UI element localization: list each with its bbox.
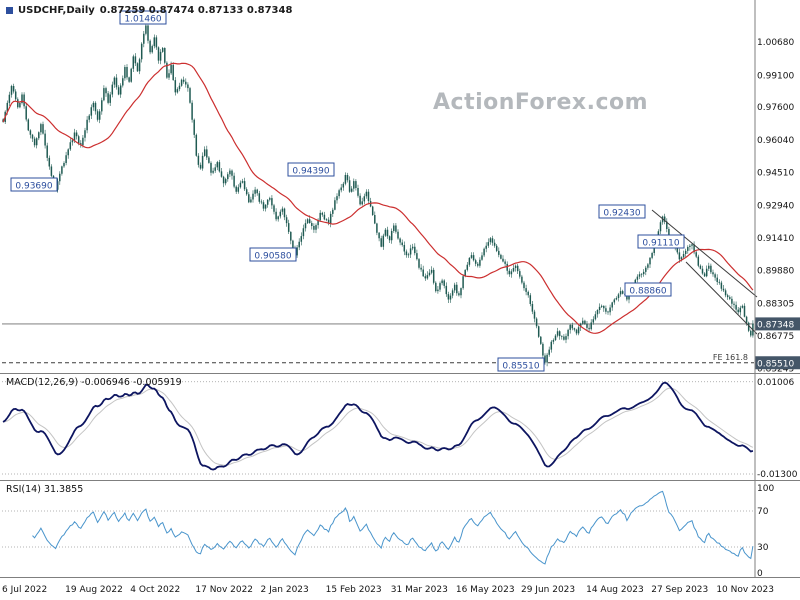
y-axis-tick-label: 0.96040 <box>757 136 794 146</box>
price-annotation-box <box>497 357 545 372</box>
date-label: 17 Nov 2022 <box>195 585 253 595</box>
macd-signal-line <box>3 387 754 466</box>
price-annotation-text: 1.01460 <box>124 15 161 25</box>
macd-main-line <box>2 381 754 471</box>
axis-price-tag-text: 0.85510 <box>757 359 794 369</box>
ohlc-values: 0.87259 0.87474 0.87133 0.87348 <box>99 5 293 16</box>
y-axis-tick-label: 1.00680 <box>757 38 794 48</box>
y-axis-tick-label: 0.97600 <box>757 103 794 113</box>
rsi-indicator-label: RSI(14) 31.3855 <box>6 484 84 495</box>
y-axis-tick-label: 0.94510 <box>757 168 794 178</box>
y-axis-tick-label: 0.92940 <box>757 202 794 212</box>
price-annotation-text: 0.90580 <box>254 252 291 262</box>
date-label: 10 Nov 2023 <box>716 585 774 595</box>
y-axis-tick-label: 0.89880 <box>757 266 794 276</box>
watermark-text: ActionForex.com <box>433 90 649 115</box>
macd-axis-label: 0.01006 <box>757 378 794 388</box>
y-axis-tick-label: 0.85245 <box>757 364 794 374</box>
price-annotation-text: 0.93690 <box>15 182 52 192</box>
macd-axis-label: -0.01300 <box>757 470 798 480</box>
y-axis-tick-label: 0.91410 <box>757 234 794 244</box>
date-label: 16 May 2023 <box>456 585 515 595</box>
rsi-axis-label: 30 <box>757 543 769 553</box>
price-annotation-text: 0.91110 <box>642 239 679 249</box>
price-annotation-text: 0.85510 <box>502 362 539 372</box>
macd-indicator-label: MACD(12,26,9) -0.006946 -0.005919 <box>6 377 182 388</box>
rsi-line <box>32 490 754 565</box>
symbol-timeframe-label: USDCHF,Daily <box>18 5 95 16</box>
moving-average-line <box>2 62 754 334</box>
chart-symbol-icon <box>6 7 13 14</box>
date-label: 27 Sep 2023 <box>651 585 708 595</box>
price-annotation-box <box>119 10 167 25</box>
date-label: 4 Oct 2022 <box>130 585 180 595</box>
date-label: 29 Jun 2023 <box>521 585 575 595</box>
y-axis-tick-label: 0.99100 <box>757 71 794 81</box>
price-annotation-box <box>287 162 335 177</box>
trendline-1 <box>651 209 758 298</box>
date-label: 19 Aug 2022 <box>65 585 123 595</box>
y-axis-tick-label: 0.88305 <box>757 300 794 310</box>
date-label: 15 Feb 2023 <box>326 585 382 595</box>
rsi-axis-label: 100 <box>757 484 774 494</box>
date-label: 14 Aug 2023 <box>586 585 644 595</box>
chart-header: USDCHF,Daily 0.87259 0.87474 0.87133 0.8… <box>6 5 292 16</box>
candle-bodies <box>2 25 754 363</box>
rsi-axis-label: 70 <box>757 507 769 517</box>
price-annotation-box <box>598 204 646 219</box>
price-annotation-box <box>637 234 685 249</box>
fib-label-text: FE 161.8 <box>713 353 748 362</box>
date-label: 2 Jan 2023 <box>261 585 309 595</box>
trendline-2 <box>685 261 758 335</box>
axis-price-tag-text: 0.87348 <box>757 320 794 330</box>
axis-price-tag <box>755 317 800 331</box>
y-axis-tick-label: 0.86775 <box>757 332 794 342</box>
rsi-axis-label: 0 <box>757 569 763 579</box>
date-label: 31 Mar 2023 <box>391 585 448 595</box>
date-label: 6 Jul 2022 <box>2 585 47 595</box>
candle-wicks <box>2 22 754 367</box>
axis-price-tag <box>755 356 800 370</box>
price-annotation-box <box>10 177 58 192</box>
price-annotation-text: 0.88860 <box>629 287 666 297</box>
price-annotation-box <box>249 247 297 262</box>
price-annotation-text: 0.94390 <box>292 167 329 177</box>
price-annotation-text: 0.92430 <box>603 209 640 219</box>
price-annotation-box <box>624 282 672 297</box>
